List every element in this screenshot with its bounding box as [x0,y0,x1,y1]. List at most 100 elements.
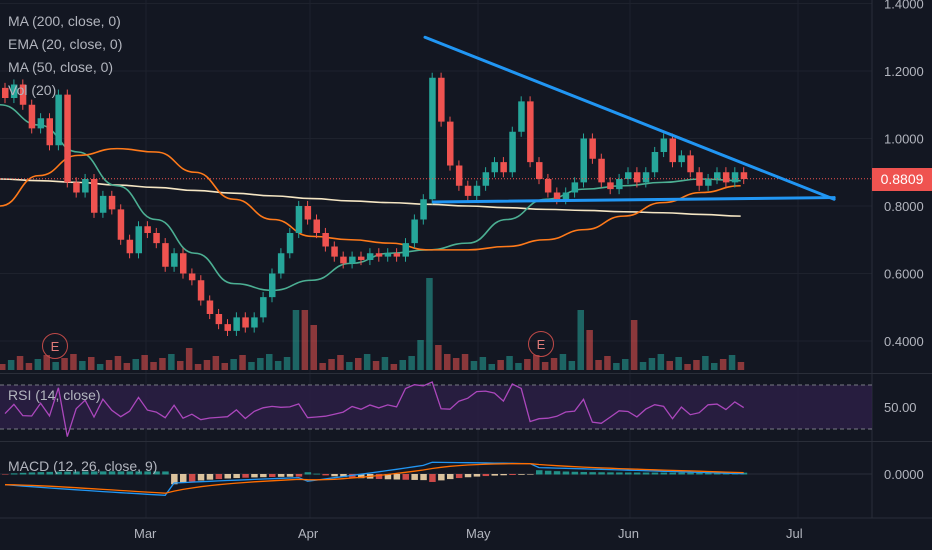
candle-body-7 [64,94,71,183]
candle-body-55 [491,162,498,173]
volume-bar-38 [337,355,344,370]
volume-bar-60 [533,355,540,370]
candle-body-32 [286,233,294,254]
pane-divider-rsi[interactable] [0,373,932,374]
macd-hist-30 [269,474,276,478]
volume-bar-52 [461,354,469,370]
volume-bar-11 [96,364,104,370]
volume-bar-5 [43,355,50,370]
candle-body-68 [607,182,614,190]
candle-body-3 [28,104,36,129]
macd-hist-53 [473,474,481,477]
candle-body-26 [233,317,240,331]
candle-body-10 [91,179,98,213]
earnings-marker-feb[interactable]: E [42,333,68,359]
rsi-legend[interactable]: RSI (14, close) [8,387,101,403]
volume-bar-26 [230,359,237,370]
volume-bar-58 [515,363,522,370]
macd-hist-46 [411,474,418,480]
macd-hist-15 [135,471,142,475]
candle-body-45 [402,243,409,257]
volume-bar-57 [506,356,513,370]
ma-line-1 [0,103,741,292]
volume-bar-65 [577,310,584,370]
candle-body-2 [19,84,27,105]
volume-bar-59 [524,359,531,370]
candle-body-42 [375,253,383,257]
volume-bar-10 [88,357,95,370]
candle-body-51 [455,165,463,186]
macd-hist-19 [171,474,178,485]
macd-hist-68 [607,472,614,475]
volume-bar-78 [693,360,700,370]
volume-bar-31 [274,361,282,370]
volume-bar-48 [426,278,433,370]
macd-hist-0 [2,474,9,475]
macd-hist-17 [153,471,160,475]
volume-bar-74 [657,354,665,370]
macd-hist-57 [509,474,516,475]
legend-ema20[interactable]: EMA (20, close, 0) [8,36,123,52]
candle-body-76 [678,155,685,163]
volume-bar-13 [114,356,122,370]
candle-body-71 [633,172,641,183]
candle-body-81 [722,172,730,183]
pane-divider-macd[interactable] [0,441,932,442]
macd-hist-67 [598,472,605,475]
candle-body-60 [536,162,543,179]
candle-body-38 [340,256,347,264]
volume-bar-4 [34,359,42,370]
legend-ma50[interactable]: MA (50, close, 0) [8,59,114,75]
volume-bar-0 [0,364,6,370]
volume-bar-37 [328,359,335,370]
macd-signal-line [4,463,744,494]
macd-hist-50 [447,474,454,480]
macd-hist-48 [429,474,436,482]
volume-bar-54 [479,357,487,370]
volume-bar-62 [550,358,558,370]
macd-hist-64 [571,471,579,475]
candle-body-25 [224,324,231,331]
macd-hist-7 [64,471,71,475]
macd-legend[interactable]: MACD (12, 26, close, 9) [8,458,158,474]
volume-bar-22 [194,364,202,370]
price-tick-4: 0.6000 [884,267,924,282]
macd-hist-55 [491,474,498,476]
volume-bar-45 [399,360,406,370]
volume-bar-17 [150,362,157,370]
macd-hist-22 [197,474,205,481]
volume-bar-77 [684,364,691,370]
macd-hist-38 [340,474,347,478]
legend-volume[interactable]: Vol (20) [8,82,57,98]
volume-bar-9 [79,361,86,370]
macd-hist-60 [536,470,543,475]
legend-ma200[interactable]: MA (200, close, 0) [8,13,121,29]
candle-body-53 [473,185,481,196]
candle-body-43 [384,253,392,257]
candle-body-20 [180,253,187,274]
volume-bar-55 [488,364,495,370]
volume-bar-30 [266,354,273,370]
macd-hist-6 [55,471,62,475]
candle-body-40 [358,256,365,260]
volume-bar-49 [435,345,442,370]
volume-bar-47 [417,340,424,370]
macd-hist-9 [82,471,89,475]
indicator-legend: MA (200, close, 0) EMA (20, close, 0) MA… [8,10,122,102]
volume-bar-29 [257,358,264,370]
macd-tick-0: 0.0000 [884,467,924,482]
earnings-marker-may[interactable]: E [528,331,554,357]
macd-hist-62 [553,471,561,475]
candle-body-62 [553,192,561,200]
volume-bar-32 [283,357,291,370]
candle-body-8 [73,182,80,193]
candle-body-79 [705,179,712,186]
macd-hist-49 [438,474,445,481]
volume-bar-36 [319,363,326,370]
candle-body-24 [215,314,223,325]
macd-hist-76 [678,472,685,475]
price-tick-0: 1.4000 [884,0,924,12]
volume-bar-81 [719,359,727,370]
macd-hist-54 [482,474,490,477]
